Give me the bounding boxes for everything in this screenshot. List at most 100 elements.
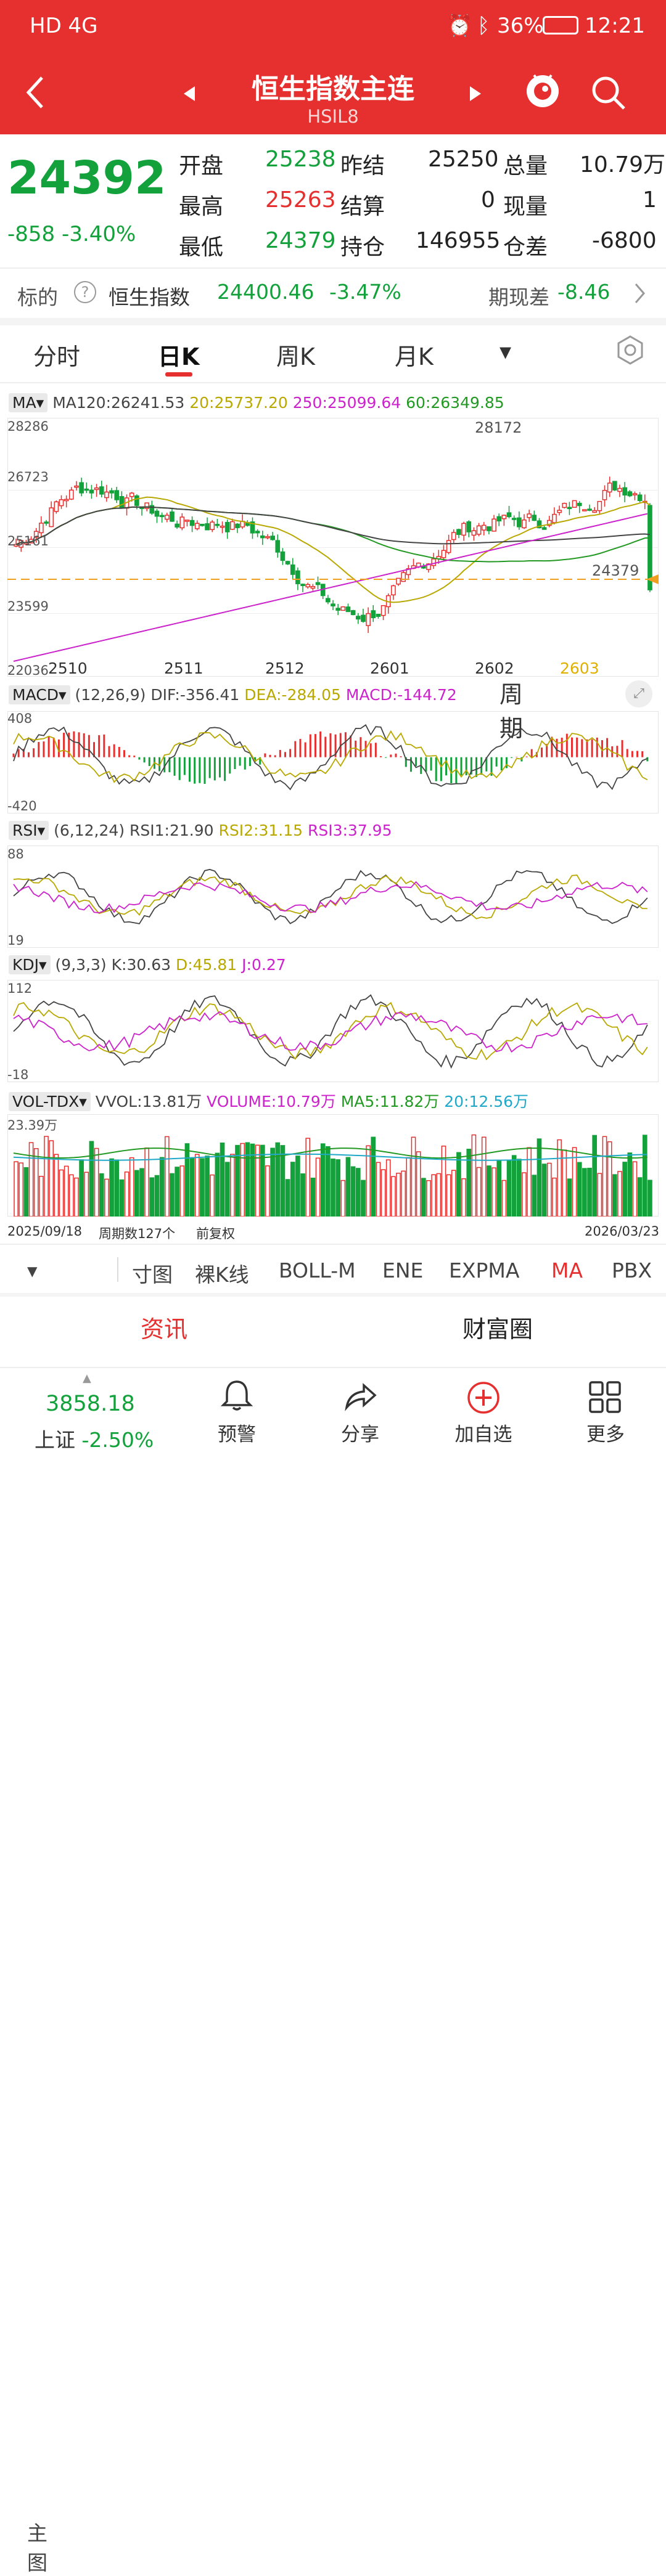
tab-daily-k[interactable]: 日K: [158, 343, 200, 370]
ma-dropdown[interactable]: MA▾: [9, 393, 48, 412]
candle-body: [446, 540, 451, 553]
battery-level: 36%: [497, 14, 544, 38]
search-icon[interactable]: [590, 74, 627, 111]
basis-value: -8.46: [557, 280, 610, 304]
candle-body: [170, 512, 175, 522]
settings-icon[interactable]: [614, 334, 646, 366]
underlying-label: 标的: [17, 285, 58, 309]
vol-y-top: 23.39万: [7, 1118, 58, 1133]
candle-body: [466, 521, 472, 532]
volume-bar: [104, 1178, 109, 1217]
vol-dropdown[interactable]: VOL-TDX▾: [9, 1092, 91, 1111]
tool-inch-chart[interactable]: 寸图: [132, 1263, 173, 1287]
candle-body: [68, 489, 74, 500]
nav-alert[interactable]: 预警: [218, 1424, 256, 1446]
volume-bar: [129, 1157, 134, 1217]
tool-boll-m[interactable]: BOLL-M: [279, 1258, 356, 1282]
tool-main-chart[interactable]: 主图 ▾: [27, 1258, 47, 2575]
volume-bar: [300, 1173, 305, 1217]
candle-body: [44, 521, 49, 524]
oi-diff-label: 仓差: [503, 235, 548, 260]
candle-body: [607, 483, 612, 493]
index-label-pct[interactable]: 上证 -2.50%: [35, 1428, 154, 1452]
volume-bar: [149, 1177, 155, 1217]
macd-dropdown[interactable]: MACD▾: [9, 685, 70, 704]
prev-contract-icon[interactable]: [183, 85, 196, 102]
add-watchlist-icon[interactable]: [466, 1380, 501, 1415]
candle-body: [14, 544, 18, 547]
volume-bar: [648, 1180, 652, 1217]
indicator-line: [13, 730, 648, 783]
volume-bar: [532, 1175, 537, 1217]
grid-menu-icon[interactable]: [588, 1380, 622, 1414]
volume-bar: [541, 1164, 547, 1217]
kdj-y-bot: -18: [7, 1067, 29, 1082]
volume-bar: [431, 1174, 436, 1217]
volume-bar: [446, 1174, 451, 1217]
candle-body: [366, 613, 371, 626]
candle-body: [129, 492, 134, 497]
share-icon[interactable]: [343, 1380, 377, 1411]
mascot-icon[interactable]: [524, 70, 561, 113]
candle-body: [582, 509, 587, 512]
tool-pbx[interactable]: PBX: [612, 1258, 652, 1282]
volume-bar: [380, 1169, 386, 1217]
prev-settle-label: 昨结: [340, 153, 385, 179]
expand-icon[interactable]: ⤢: [625, 680, 652, 707]
volume-bar: [511, 1155, 517, 1217]
candle-body: [648, 505, 652, 590]
candle-body: [33, 531, 39, 538]
ma-line: [15, 496, 651, 603]
volume-bar: [220, 1142, 225, 1217]
rsi-dropdown[interactable]: RSI▾: [9, 821, 49, 840]
tool-expma[interactable]: EXPMA: [449, 1258, 520, 1282]
candle-body: [149, 505, 155, 514]
nav-more[interactable]: 更多: [586, 1424, 625, 1446]
candle-body: [487, 526, 491, 531]
nav-add-watchlist[interactable]: 加自选: [454, 1424, 512, 1446]
candle-body: [89, 489, 94, 494]
nav-share[interactable]: 分享: [341, 1424, 379, 1446]
candle-body: [602, 490, 607, 500]
macd-chart: [12, 724, 649, 791]
volume-bar: [154, 1175, 160, 1217]
tab-intraday[interactable]: 分时: [33, 343, 81, 370]
candle-body: [250, 521, 255, 534]
volume-bar: [94, 1147, 99, 1217]
bell-icon[interactable]: [220, 1378, 254, 1412]
volume-bar: [74, 1177, 79, 1217]
volume-bar: [552, 1177, 557, 1217]
volume-bar: [522, 1172, 527, 1217]
volume-bar: [235, 1144, 240, 1217]
candle-body: [64, 499, 69, 502]
tab-weekly-k[interactable]: 周K: [276, 343, 315, 370]
help-icon[interactable]: ?: [74, 281, 96, 303]
volume-bar: [627, 1152, 633, 1217]
tool-bare-k[interactable]: 裸K线: [195, 1263, 249, 1287]
tool-ma[interactable]: MA: [551, 1258, 583, 1282]
candle-body: [134, 495, 139, 506]
index-value[interactable]: 3858.18: [46, 1392, 135, 1416]
volume-bar: [562, 1149, 567, 1217]
next-contract-icon[interactable]: [469, 85, 482, 102]
candle-body: [451, 532, 456, 540]
volume-bar: [14, 1161, 18, 1217]
tab-period[interactable]: 周期 ▾: [500, 338, 524, 742]
volume-bar: [275, 1142, 281, 1217]
candle-body: [627, 491, 633, 497]
low-label: 最低: [179, 235, 224, 260]
volume-bar: [49, 1140, 54, 1217]
back-icon[interactable]: [25, 75, 46, 110]
kdj-dropdown[interactable]: KDJ▾: [9, 955, 51, 974]
volume-bar: [265, 1165, 270, 1217]
tool-ene[interactable]: ENE: [382, 1258, 424, 1282]
indicator-line: [13, 881, 648, 914]
volume-bar: [385, 1159, 391, 1217]
candle-body: [562, 502, 567, 508]
tab-monthly-k[interactable]: 月K: [395, 343, 434, 370]
tab-news[interactable]: 资讯: [141, 1316, 188, 1343]
ma250-line: [13, 513, 648, 662]
volume-bar: [607, 1141, 612, 1217]
volume-bar: [416, 1151, 421, 1217]
tab-wealth-circle[interactable]: 财富圈: [462, 1316, 533, 1343]
